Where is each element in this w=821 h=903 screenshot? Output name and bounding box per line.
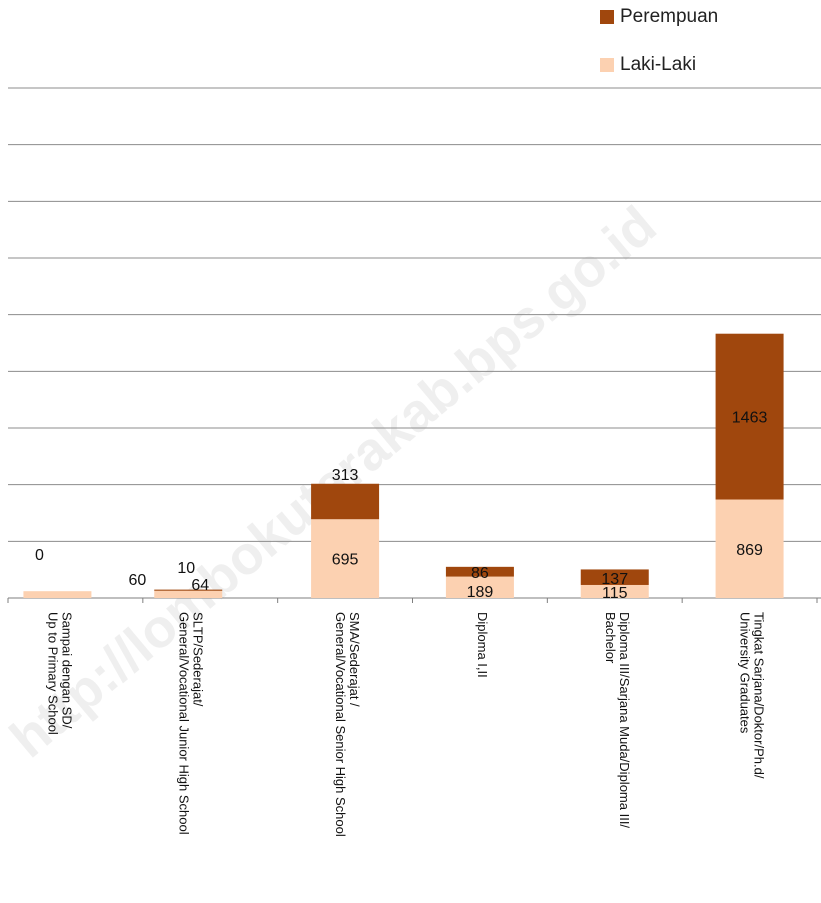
bars (23, 333, 784, 598)
data-label-laki-laki: 115 (602, 585, 628, 602)
data-label-perempuan: 0 (35, 547, 44, 564)
bar-perempuan (445, 566, 514, 577)
data-label-laki-laki: 695 (332, 552, 359, 569)
data-label-laki-laki: 869 (736, 542, 763, 559)
legend-swatch-laki-laki (600, 58, 614, 72)
data-label-perempuan: 313 (332, 467, 359, 484)
data-label-perempuan: 1463 (732, 410, 768, 427)
bar-laki-laki (445, 576, 514, 598)
legend-swatch-perempuan (600, 10, 614, 24)
data-label-laki-laki: 60 (129, 572, 147, 589)
data-label-perempuan: 10 (177, 560, 195, 577)
bar-perempuan (580, 569, 649, 585)
bar-perempuan (154, 589, 223, 591)
bar-laki-laki (311, 519, 380, 598)
legend: Perempuan Laki-Laki (600, 4, 815, 100)
x-tick-label: Diploma III/Sarjana Muda/Diploma III/Bac… (603, 612, 632, 828)
gridlines (7, 87, 821, 603)
bar-laki-laki (154, 590, 223, 598)
bar-laki-laki (23, 591, 92, 598)
data-label-perempuan: 86 (471, 565, 489, 582)
legend-label-perempuan: Perempuan (620, 6, 719, 27)
x-tick-label: SLTP/Sederajat/General/Vocational Junior… (176, 612, 205, 835)
x-tick-label: Diploma I,II (475, 612, 490, 678)
bar-perempuan (715, 333, 784, 500)
legend-item-perempuan: Perempuan (600, 4, 815, 30)
data-label-laki-laki: 189 (467, 584, 494, 601)
x-tick-labels: Sampai dengan SD/Up to Primary School SLT… (45, 612, 766, 837)
x-tick-label: SMA/Sederajat /General/Vocational Senior… (333, 612, 362, 837)
data-label-perempuan: 137 (601, 571, 628, 588)
bar-perempuan (311, 483, 380, 520)
x-tick-label: Tingkat Sarjana/Doktor/Ph.d/University G… (738, 612, 767, 779)
legend-label-laki-laki: Laki-Laki (620, 54, 697, 75)
bar-laki-laki (580, 584, 649, 598)
legend-item-laki-laki: Laki-Laki (600, 52, 815, 78)
bar-laki-laki (715, 499, 784, 598)
x-tick-label: Sampai dengan SD/Up to Primary School (45, 612, 74, 735)
data-label-laki-laki: 64 (191, 577, 209, 594)
